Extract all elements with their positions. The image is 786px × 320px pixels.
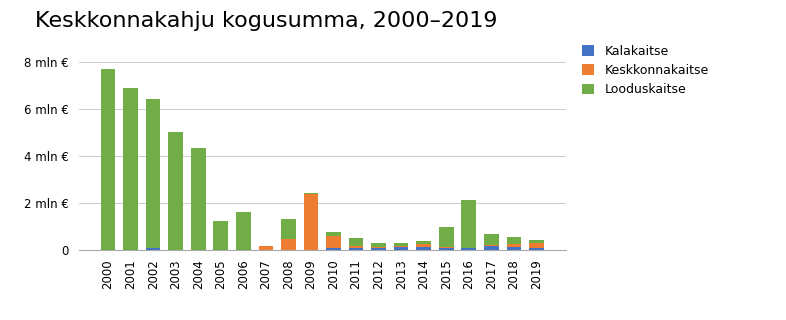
Bar	[281, 219, 296, 239]
Bar	[214, 221, 228, 250]
Bar	[303, 193, 318, 195]
Bar	[349, 248, 363, 250]
Bar	[146, 100, 160, 248]
Bar	[281, 239, 296, 250]
Bar	[529, 243, 544, 248]
Bar	[168, 132, 183, 250]
Bar	[417, 244, 431, 247]
Bar	[236, 212, 251, 250]
Bar	[101, 69, 116, 250]
Bar	[123, 88, 138, 250]
Bar	[461, 248, 476, 250]
Bar	[259, 246, 274, 250]
Bar	[371, 248, 386, 250]
Bar	[349, 238, 363, 246]
Bar	[326, 232, 341, 236]
Bar	[326, 248, 341, 250]
Bar	[484, 245, 498, 246]
Bar	[529, 240, 544, 243]
Text: Keskkonnakahju kogusumma, 2000–2019: Keskkonnakahju kogusumma, 2000–2019	[35, 11, 498, 31]
Bar	[394, 247, 409, 250]
Bar	[484, 246, 498, 250]
Bar	[506, 244, 521, 247]
Bar	[417, 247, 431, 250]
Bar	[439, 227, 454, 247]
Bar	[461, 200, 476, 248]
Bar	[439, 248, 454, 250]
Bar	[506, 237, 521, 244]
Bar	[146, 248, 160, 250]
Bar	[394, 243, 409, 246]
Bar	[506, 247, 521, 250]
Bar	[439, 247, 454, 248]
Bar	[394, 246, 409, 247]
Bar	[191, 148, 206, 250]
Bar	[529, 248, 544, 250]
Bar	[303, 195, 318, 250]
Bar	[371, 247, 386, 248]
Bar	[484, 234, 498, 245]
Bar	[349, 246, 363, 248]
Legend: Kalakaitse, Keskkonnakaitse, Looduskaitse: Kalakaitse, Keskkonnakaitse, Looduskaits…	[582, 45, 709, 96]
Bar	[371, 243, 386, 247]
Bar	[326, 236, 341, 248]
Bar	[417, 241, 431, 244]
